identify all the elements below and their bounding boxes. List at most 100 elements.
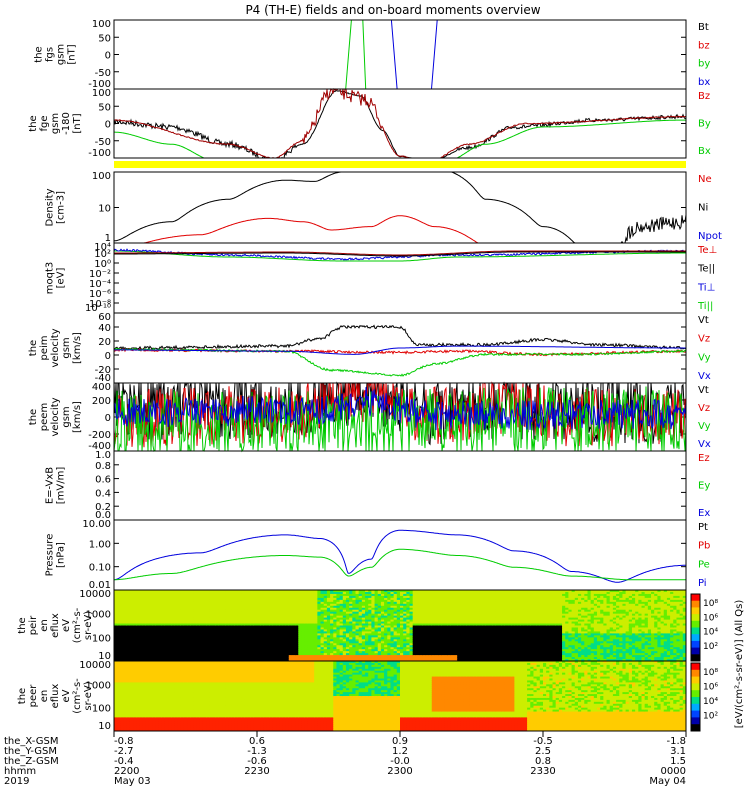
- legend-peemv: Vt: [698, 385, 709, 396]
- flux-cell: [263, 597, 268, 601]
- flux-cell: [196, 635, 201, 638]
- flux-cell: [114, 653, 118, 656]
- flux-cell: [158, 631, 163, 634]
- flux-cell: [291, 631, 296, 634]
- flux-cell: [155, 623, 159, 626]
- flux-cell: [349, 631, 353, 634]
- plot-density: [113, 171, 687, 244]
- flux-cell: [355, 613, 360, 617]
- flux-cell: [155, 631, 159, 634]
- flux-cell: [387, 637, 391, 640]
- flux-cell: [380, 655, 385, 658]
- flux-cell: [158, 601, 163, 605]
- flux-cell: [247, 657, 252, 660]
- flux-cell: [218, 649, 223, 652]
- legend-fgs: bx: [698, 77, 710, 88]
- flux-cell: [129, 641, 134, 644]
- flux-cell: [136, 653, 140, 656]
- flux-cell: [202, 619, 207, 623]
- flux-cell: [222, 639, 226, 642]
- flux-cell: [225, 631, 229, 634]
- flux-cell: [307, 615, 312, 619]
- ylabel-peirflux: (cm²-s-: [72, 607, 83, 643]
- flux-cell: [371, 629, 376, 632]
- flux-cell: [269, 590, 274, 593]
- flux-cell: [272, 631, 277, 634]
- flux-cell: [218, 653, 223, 656]
- flux-cell: [365, 607, 369, 611]
- flux-cell: [117, 590, 121, 593]
- flux-cell: [320, 639, 325, 642]
- flux-cell: [193, 613, 198, 617]
- pi-line: [113, 529, 686, 583]
- flux-cell: [342, 629, 347, 632]
- flux-cell: [171, 603, 175, 607]
- flux-cell: [164, 637, 169, 640]
- flux-cell: [342, 623, 347, 626]
- flux-cell: [136, 637, 140, 640]
- flux-cell: [304, 631, 309, 634]
- flux-cell: [345, 639, 350, 642]
- flux-cell: [164, 659, 169, 662]
- flux-cell: [117, 649, 121, 652]
- flux-cell: [349, 621, 353, 625]
- flux-cell: [117, 619, 121, 623]
- flux-cell: [234, 651, 239, 654]
- flux-cell: [145, 645, 150, 648]
- flux-cell: [403, 637, 407, 640]
- flux-cell: [380, 637, 385, 640]
- flux-cell: [136, 619, 140, 623]
- flux-cell: [152, 609, 156, 613]
- flux-cell: [295, 629, 299, 632]
- flux-cell: [295, 615, 299, 619]
- flux-cell: [390, 657, 395, 660]
- flux-cell: [409, 593, 414, 597]
- flux-cell: [339, 649, 344, 652]
- vx-line: [114, 345, 686, 355]
- plot-fgs: [345, 19, 438, 90]
- flux-cell: [349, 657, 353, 660]
- flux-cell: [301, 603, 306, 607]
- flux-cell: [212, 601, 217, 605]
- flux-cell: [136, 621, 140, 625]
- flux-cell: [212, 633, 217, 636]
- flux-cell: [330, 597, 334, 601]
- flux-cell: [250, 647, 255, 650]
- flux-cell: [393, 649, 398, 652]
- flux-cell: [295, 643, 299, 646]
- flux-cell: [187, 629, 191, 632]
- flux-cell: [247, 593, 252, 597]
- flux-cell: [257, 599, 261, 603]
- flux-cell: [212, 635, 217, 638]
- flux-cell: [298, 595, 302, 599]
- flux-cell: [279, 639, 283, 642]
- flux-cell: [225, 623, 229, 626]
- ytick-fgs: -50: [95, 68, 111, 79]
- flux-cell: [409, 637, 414, 640]
- flux-cell: [339, 617, 344, 621]
- flux-cell: [218, 601, 223, 605]
- flux-cell: [295, 633, 299, 636]
- flux-cell: [136, 613, 140, 617]
- flux-cell: [298, 637, 302, 640]
- flux-cell: [142, 617, 147, 621]
- flux-cell: [298, 653, 302, 656]
- flux-cell: [120, 657, 125, 660]
- flux-cell: [314, 657, 318, 660]
- flux-cell: [199, 659, 204, 662]
- flux-cell: [368, 631, 372, 634]
- flux-cell: [291, 593, 296, 597]
- flux-cell: [253, 659, 258, 662]
- flux-cell: [349, 617, 353, 621]
- flux-cell: [225, 633, 229, 636]
- flux-cell: [148, 607, 153, 611]
- flux-cell: [228, 639, 233, 642]
- flux-cell: [336, 597, 341, 601]
- flux-cell: [330, 627, 334, 630]
- ylabel-peemv: the: [28, 409, 39, 425]
- flux-cell: [279, 609, 283, 613]
- flux-cell: [276, 629, 280, 632]
- flux-cell: [390, 649, 395, 652]
- flux-cell: [263, 611, 268, 615]
- flux-cell: [358, 617, 363, 621]
